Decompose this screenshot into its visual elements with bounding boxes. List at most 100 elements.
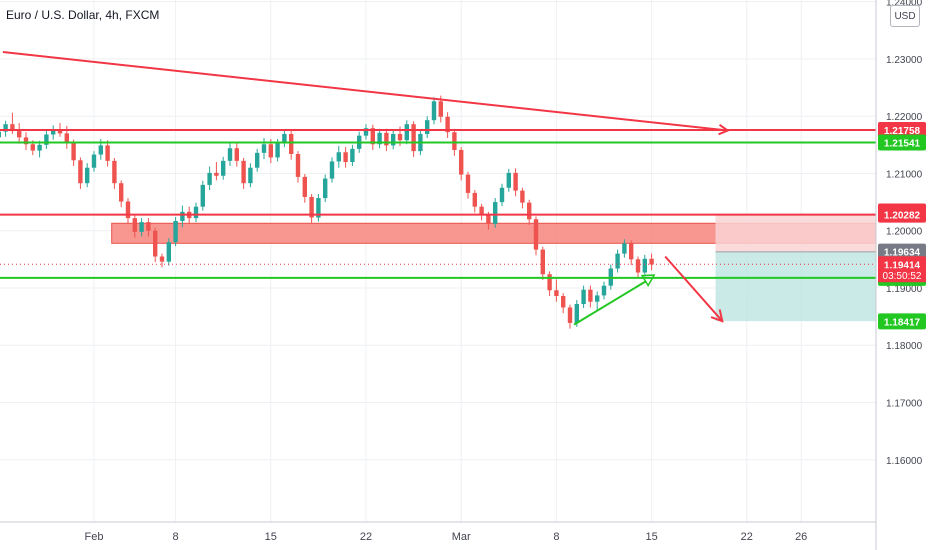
candle <box>642 254 647 277</box>
candle-body <box>411 124 416 152</box>
time-tick-label: Mar <box>452 531 471 543</box>
candle <box>506 168 511 192</box>
candle <box>309 194 314 224</box>
time-tick-label: 22 <box>360 531 372 543</box>
candle <box>547 271 552 296</box>
candle <box>234 143 239 167</box>
candle-body <box>214 172 219 176</box>
candle-body <box>91 154 97 168</box>
price-tick-label: 1.17000 <box>886 399 923 410</box>
candle-body <box>295 153 301 177</box>
price-tick-label: 1.20000 <box>886 227 923 238</box>
price-label: 1.21758 <box>878 122 926 139</box>
candle <box>316 194 321 222</box>
candle <box>248 163 253 188</box>
currency-button[interactable]: USD <box>890 5 920 27</box>
candle <box>520 187 525 209</box>
candle <box>255 148 260 172</box>
candle-body <box>499 187 505 203</box>
candle-body <box>166 242 171 262</box>
time-tick-label: 15 <box>265 531 277 543</box>
descending-trendline <box>2 51 728 132</box>
candle-body <box>431 101 437 121</box>
candle <box>37 140 42 158</box>
price-label: 1.18417 <box>878 313 926 330</box>
candle-body <box>391 133 396 146</box>
candle-body <box>37 144 42 151</box>
price-label: 1.21541 <box>878 134 926 151</box>
candle-body <box>527 202 532 220</box>
candle <box>146 218 151 237</box>
candle-body <box>119 183 124 202</box>
candle-body <box>146 222 151 231</box>
candle-body <box>221 160 226 176</box>
candle-body <box>445 116 450 133</box>
candle-body <box>377 132 382 145</box>
candle <box>554 279 559 302</box>
candle <box>221 156 226 180</box>
candle <box>527 199 532 225</box>
candle <box>105 140 110 167</box>
candle-body <box>595 295 600 302</box>
ascending-arrowhead <box>640 274 656 287</box>
candle-body <box>0 131 1 138</box>
candle-body <box>561 295 566 308</box>
candle <box>431 97 437 125</box>
candle-body <box>261 144 267 153</box>
candle-body <box>255 152 260 168</box>
candle-body <box>567 307 573 323</box>
candle-body <box>268 144 273 158</box>
candle <box>17 123 22 144</box>
candle-body <box>350 148 355 162</box>
candle-body <box>23 137 29 145</box>
candle <box>3 120 8 137</box>
candle-body <box>336 152 341 162</box>
candle <box>649 253 654 271</box>
time-axis[interactable]: Feb 8 15 22 Mar 8 15 22 26 <box>0 521 876 543</box>
candle-body <box>343 152 348 162</box>
time-tick-label: 22 <box>741 531 753 543</box>
candle-body <box>323 178 328 199</box>
candle-body <box>520 190 525 203</box>
candle-body <box>397 133 403 141</box>
price-label-bg <box>878 206 926 223</box>
candle-body <box>302 176 307 197</box>
price-tick-label: 1.18000 <box>886 341 923 352</box>
candle <box>581 285 586 309</box>
price-label-text: 1.21758 <box>884 126 921 137</box>
candle <box>391 129 396 150</box>
chart-title: Euro / U.S. Dollar, 4h, FXCM <box>6 8 160 22</box>
candle-body <box>438 101 443 117</box>
candle <box>493 198 498 228</box>
price-label-bg <box>878 134 926 151</box>
candle <box>44 130 49 149</box>
candle <box>295 151 301 183</box>
candle-body <box>316 198 321 218</box>
price-label-text: 1.21541 <box>884 138 921 149</box>
candle-body <box>98 145 103 155</box>
candle <box>588 285 593 308</box>
trendline-arrowhead <box>718 123 730 136</box>
candle-body <box>193 206 199 219</box>
ascending-trendline <box>573 280 647 326</box>
candle-body <box>533 219 539 250</box>
candle <box>561 293 566 314</box>
candle-body <box>10 124 15 132</box>
candle-body <box>309 196 314 218</box>
candle <box>159 253 165 268</box>
candle-body <box>329 161 335 179</box>
price-tick-label: 1.19000 <box>886 284 923 295</box>
price-label: 1.19634 <box>878 243 926 260</box>
candle <box>540 246 545 280</box>
candle-body <box>159 256 165 262</box>
price-axis[interactable]: 1.24000 1.23000 1.22000 1.21000 1.20000 1.190… <box>875 0 926 550</box>
candle-body <box>649 258 654 265</box>
candle <box>241 157 246 189</box>
candle <box>425 116 430 138</box>
candle-body <box>139 222 144 232</box>
price-label-text: 1.18417 <box>884 317 921 328</box>
candle-body <box>241 160 246 184</box>
candle <box>499 183 505 207</box>
candles <box>0 95 654 329</box>
